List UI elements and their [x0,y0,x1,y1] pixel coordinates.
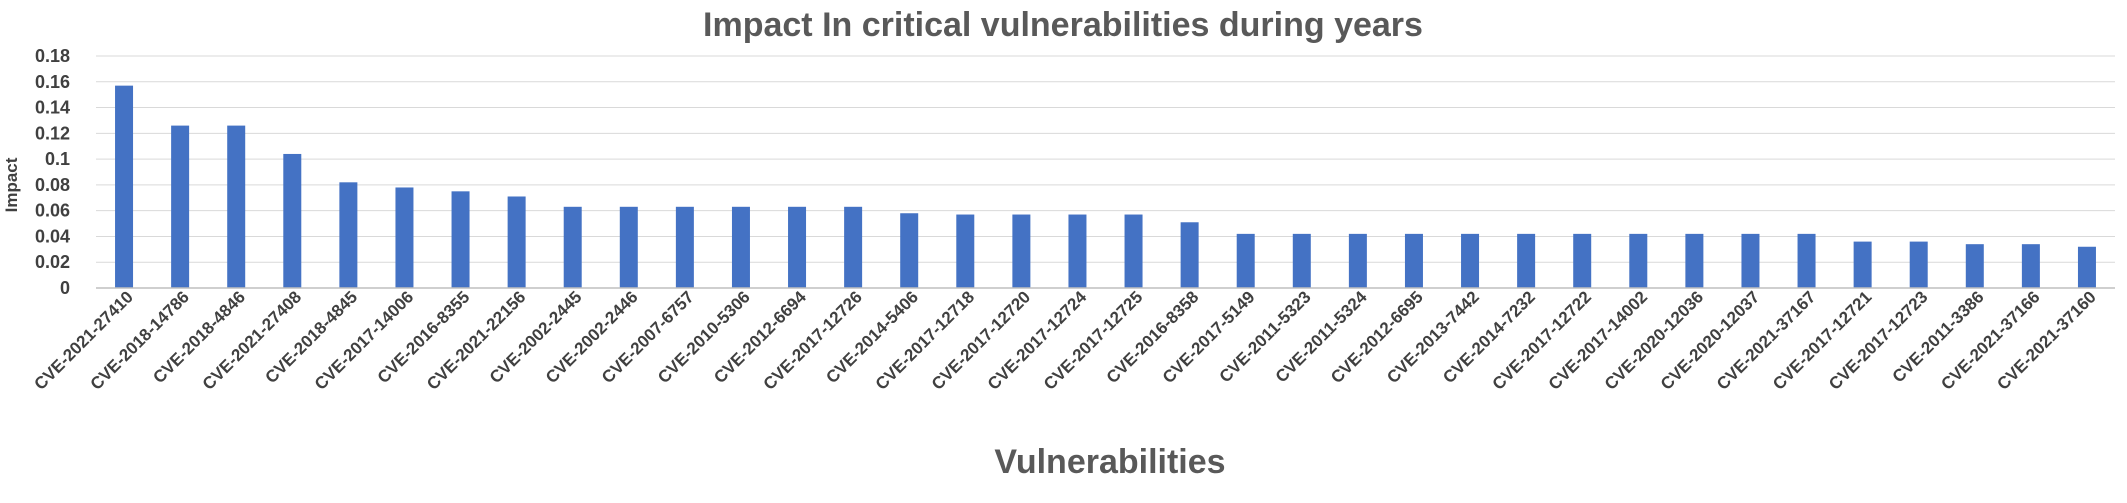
bar [339,182,358,288]
bar [1909,241,1928,288]
y-axis-label: Impact [2,157,21,212]
bar [844,206,863,288]
bar [1236,233,1255,288]
y-tick-label: 0.16 [35,72,70,92]
bar [956,214,975,288]
bar [1517,233,1536,288]
bar [563,206,582,288]
x-tick-label: CVE-2021-37166 [1937,287,2043,393]
bar [1965,244,1984,288]
x-tick-label: CVE-2020-12037 [1657,287,1763,393]
y-tick-label: 0.14 [35,98,70,118]
x-tick-label: CVE-2017-12725 [1040,287,1146,393]
bar [1461,233,1480,288]
bar [1180,222,1199,288]
y-axis-ticks: 0 0.02 0.04 0.06 0.08 0.1 0.12 0.14 0.16 0.18 [35,46,70,298]
x-tick-label: CVE-2017-12720 [928,287,1034,393]
x-tick-label: CVE-2017-12718 [872,287,978,393]
bar [1012,214,1031,288]
y-tick-label: 0.12 [35,123,70,143]
x-tick-label: CVE-2017-14006 [311,287,417,393]
x-tick-label: CVE-2017-12726 [760,287,866,393]
x-tick-label: CVE-2017-14002 [1545,287,1651,393]
y-tick-label: 0.04 [35,226,70,246]
x-tick-label: CVE-2021-37167 [1713,287,1819,393]
x-tick-label: CVE-2017-12721 [1769,287,1875,393]
bar [1629,233,1648,288]
bar [1685,233,1704,288]
x-tick-label: CVE-2021-27408 [199,287,305,393]
bar [619,206,638,288]
x-tick-label: CVE-2021-27410 [31,287,137,393]
bar [1068,214,1087,288]
bar [731,206,750,288]
bar [171,125,190,288]
y-tick-label: 0.18 [35,46,70,66]
bar [451,191,470,288]
bar [507,196,526,288]
bar [1853,241,1872,288]
bar [1573,233,1592,288]
bar [900,213,919,288]
bar [1292,233,1311,288]
bar [1124,214,1143,288]
y-tick-label: 0.02 [35,252,70,272]
bar [283,153,302,288]
bar [2021,244,2040,288]
x-tick-label: CVE-2017-12724 [984,287,1091,394]
bar [788,206,807,288]
bar [2077,246,2096,288]
bar [1741,233,1760,288]
bars [115,85,2096,289]
x-axis-label: Vulnerabilities [994,443,1225,481]
bar [1797,233,1816,288]
x-tick-label: CVE-2017-12723 [1825,287,1931,393]
y-tick-label: 0.08 [35,175,70,195]
x-tick-label: CVE-2021-37160 [1993,287,2099,393]
y-tick-label: 0.06 [35,201,70,221]
bar [115,85,134,289]
x-tick-label: CVE-2021-22156 [423,287,529,393]
bar [395,187,414,288]
x-tick-label: CVE-2020-12036 [1601,287,1707,393]
bar [1348,233,1367,288]
x-tick-label: CVE-2018-14786 [87,287,193,393]
bar [675,206,694,288]
bar [1404,233,1423,288]
bar [227,125,246,288]
y-tick-label: 0.1 [45,149,70,169]
gridlines [96,55,2115,263]
x-axis-ticks: CVE-2021-27410CVE-2018-14786CVE-2018-484… [31,287,2100,394]
y-tick-label: 0 [60,278,70,298]
x-tick-label: CVE-2017-12722 [1489,287,1595,393]
chart-title: Impact In critical vulnerabilities durin… [703,6,1423,44]
